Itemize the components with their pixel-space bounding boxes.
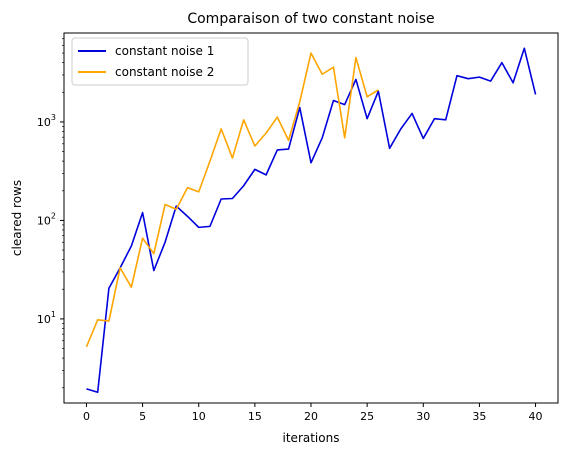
legend-box	[71, 37, 249, 86]
x-tick-label: 25	[360, 410, 374, 423]
series-line-1	[86, 47, 537, 394]
plot-lines	[85, 47, 537, 394]
x-axis-label: iterations	[283, 431, 340, 445]
x-tick-label: 10	[192, 410, 206, 423]
y-tick-label: 101	[37, 310, 56, 326]
legend-label-series-2: constant noise 2	[115, 65, 214, 79]
legend: constant noise 1 constant noise 2	[71, 37, 249, 86]
x-tick-label: 15	[248, 410, 262, 423]
plot-frame	[63, 32, 559, 404]
x-tick-label: 5	[139, 410, 146, 423]
y-axis-label: cleared rows	[10, 180, 24, 256]
x-tick-label: 30	[416, 410, 430, 423]
chart-title: Comparaison of two constant noise	[187, 11, 434, 27]
x-tick-label: 0	[83, 410, 90, 423]
y-axis-ticks: 101 102 103	[37, 38, 64, 389]
series-line-2	[85, 52, 379, 348]
x-tick-label: 35	[472, 410, 486, 423]
y-tick-label: 103	[37, 113, 56, 129]
legend-label-series-1: constant noise 1	[115, 44, 214, 58]
x-tick-label: 20	[304, 410, 318, 423]
x-axis-ticks: 0 5 10 15 20 25 30 35 40	[83, 403, 543, 423]
x-tick-label: 40	[529, 410, 543, 423]
y-tick-label: 102	[37, 211, 56, 227]
